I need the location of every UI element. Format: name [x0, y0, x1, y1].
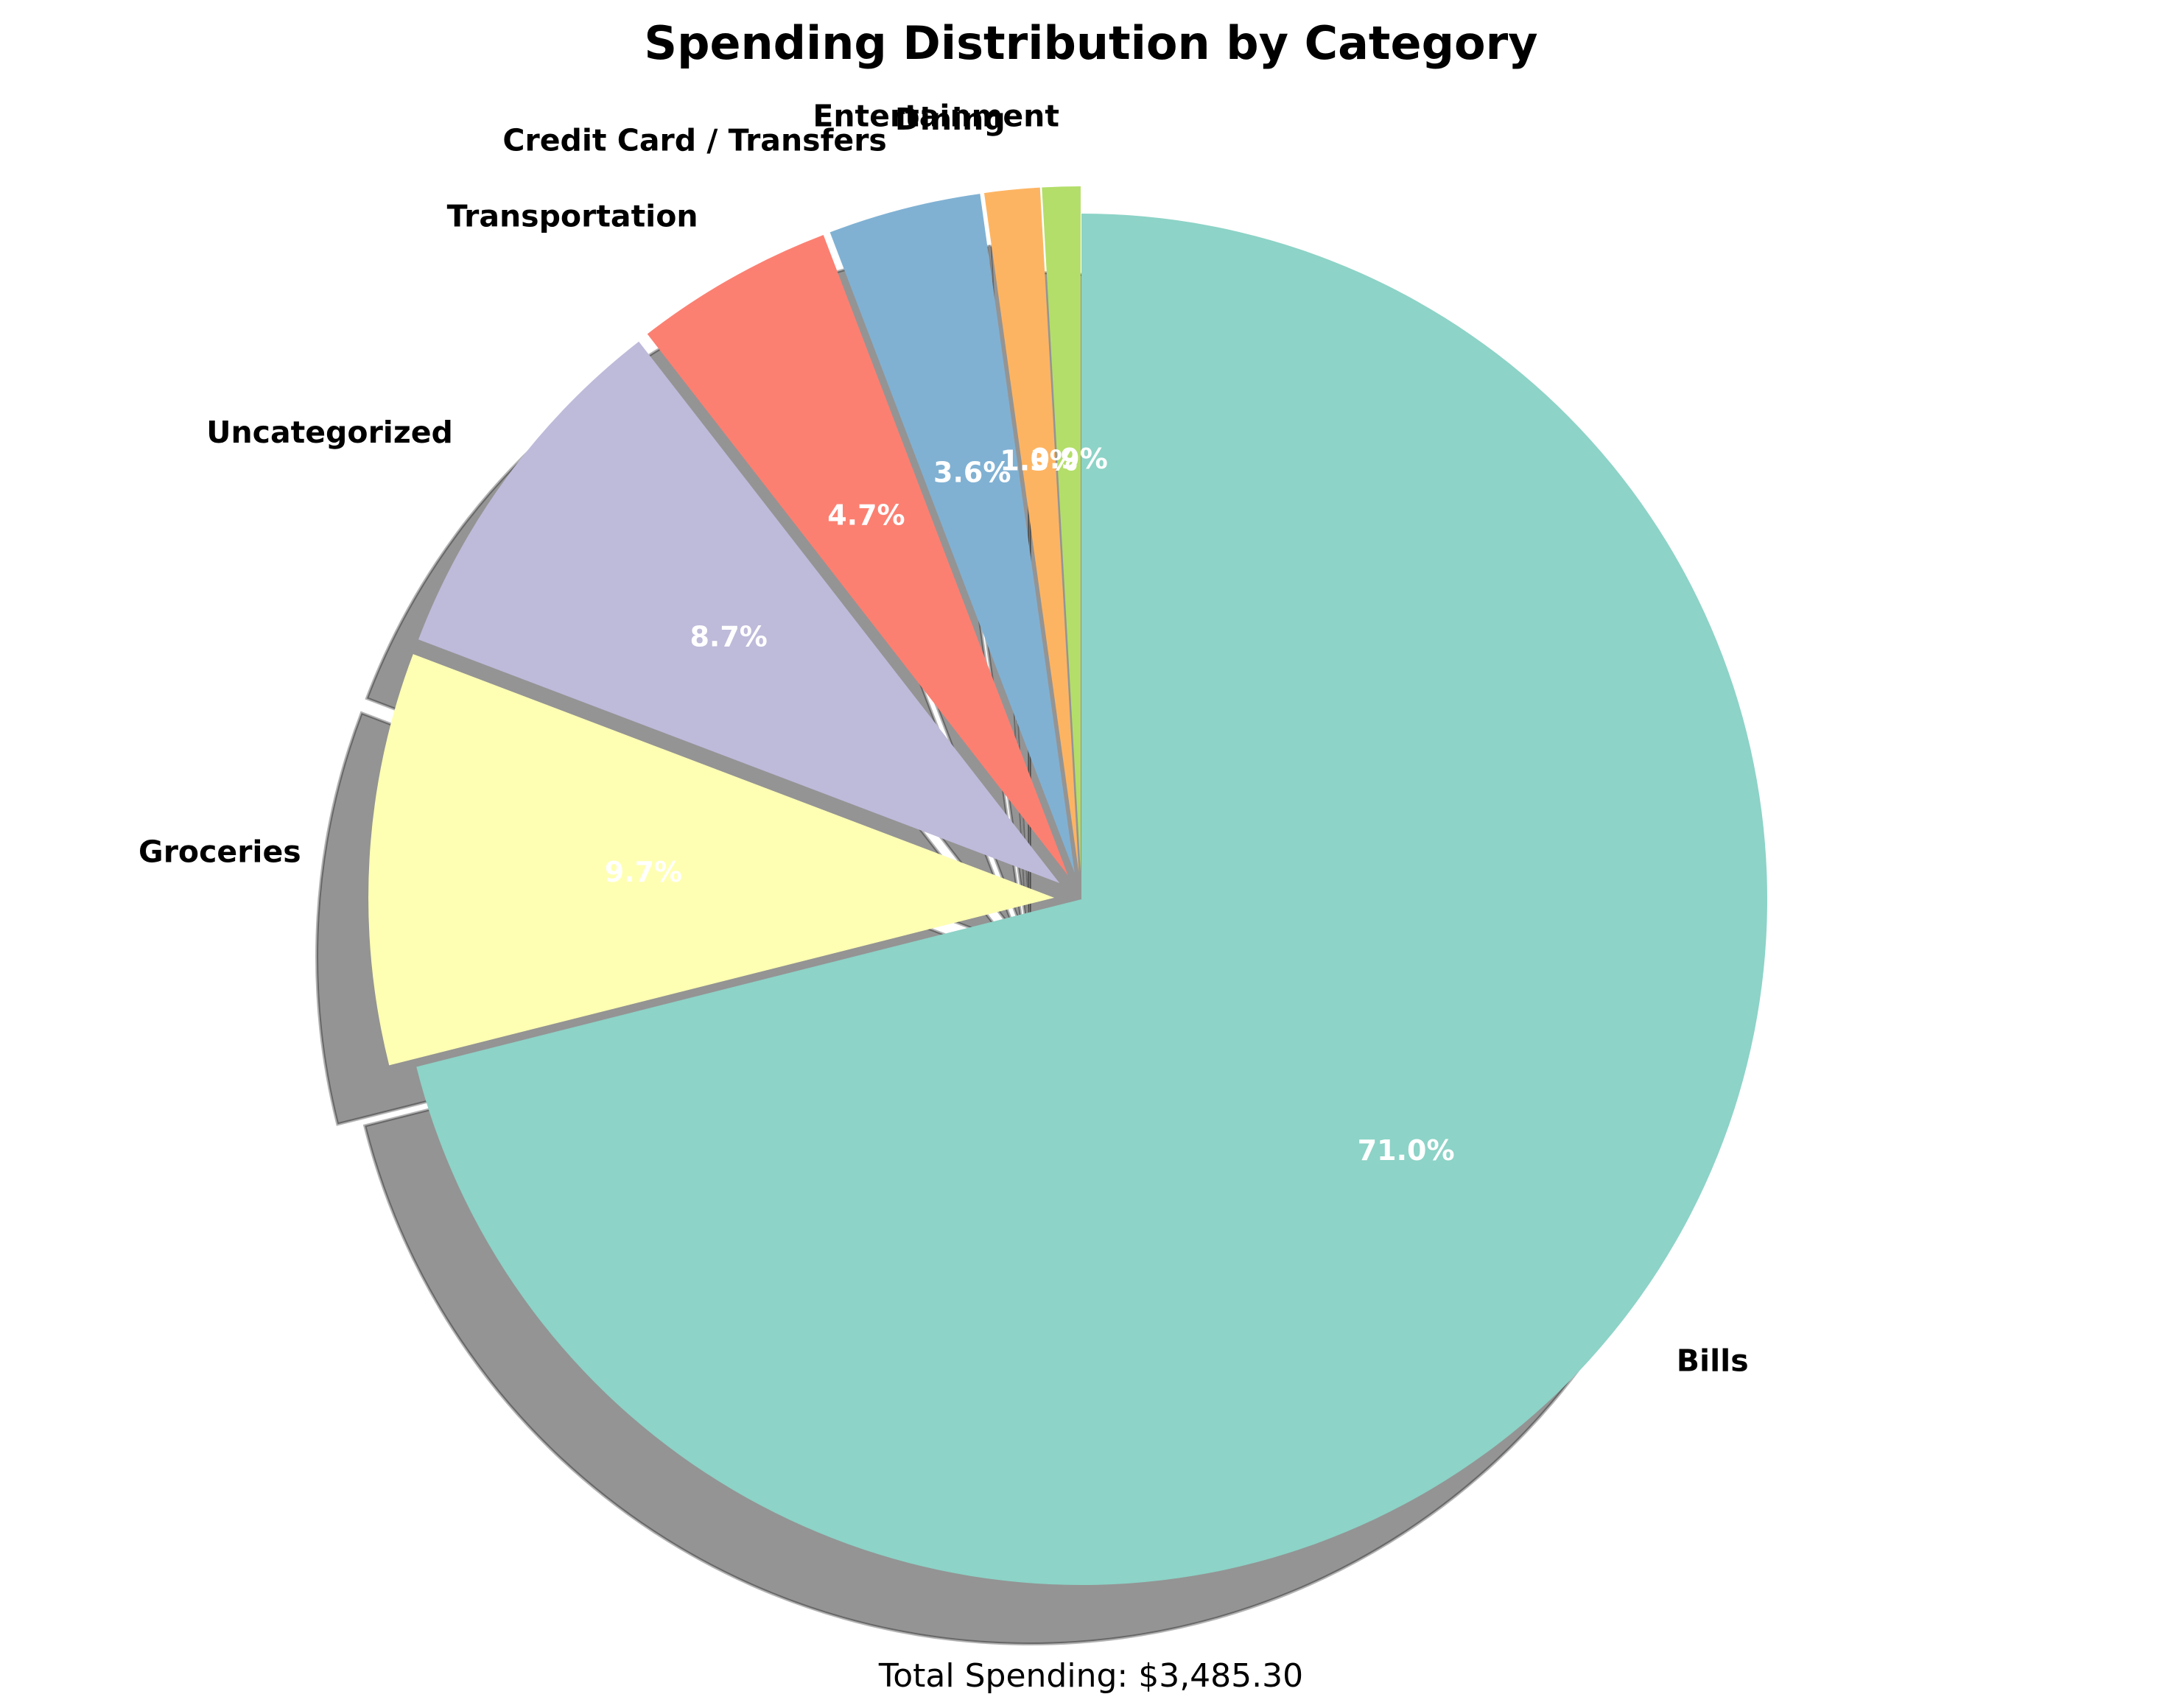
- slice-percent-transportation: 4.7%: [827, 499, 905, 531]
- slice-percent-credit-card-transfers: 3.6%: [933, 457, 1011, 489]
- slice-percent-bills: 71.0%: [1358, 1134, 1455, 1167]
- pie-slice-transportation: [647, 235, 1068, 876]
- slice-label-entertainment: Entertainment: [813, 98, 1059, 133]
- total-spending-text: Total Spending: $3,485.30: [878, 1657, 1303, 1695]
- slice-label-bills: Bills: [1677, 1343, 1749, 1378]
- pie-slice-uncategorized: [418, 341, 1060, 883]
- chart-title: Spending Distribution by Category: [644, 16, 1537, 70]
- pie-labels: Bills 71.0% Groceries 9.7% Uncategorized 8.7%…: [138, 98, 1749, 1378]
- slice-percent-groceries: 9.7%: [605, 856, 682, 888]
- slice-percent-entertainment: 0.9%: [1030, 443, 1107, 475]
- slice-label-transportation: Transportation: [447, 198, 698, 233]
- slice-label-uncategorized: Uncategorized: [206, 415, 453, 450]
- slice-percent-uncategorized: 8.7%: [690, 620, 767, 653]
- slice-label-groceries: Groceries: [138, 834, 301, 869]
- pie-slice-entertainment: [1042, 186, 1081, 873]
- pie-slice-bills: [416, 214, 1768, 1586]
- pie-slice-groceries: [368, 654, 1055, 1066]
- pie-slices: [368, 186, 1768, 1586]
- slice-label-dining: Dining: [895, 102, 1006, 137]
- slice-percent-dining: 1.3%: [1000, 445, 1077, 477]
- pie-slice-credit-card-transfers: [829, 194, 1075, 874]
- slice-label-credit-card-transfers: Credit Card / Transfers: [502, 122, 886, 158]
- pie-slice-dining: [983, 187, 1079, 873]
